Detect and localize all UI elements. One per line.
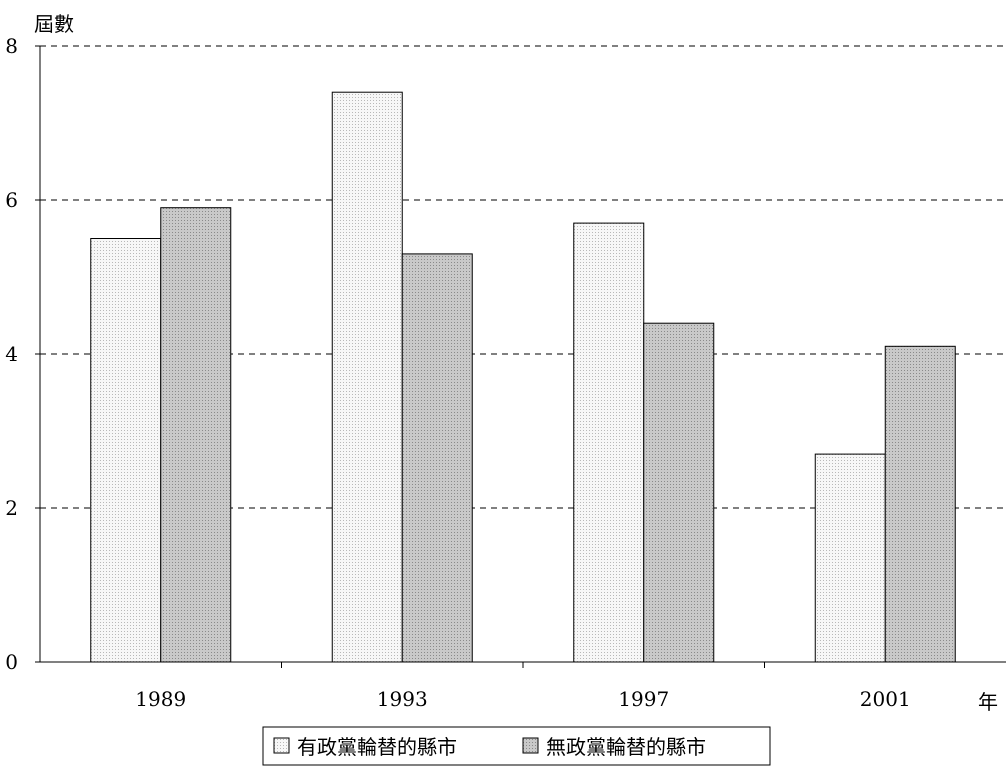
y-axis-title: 屆數 <box>34 12 74 36</box>
bar-1997-series-1 <box>573 222 645 663</box>
bar-1997-series-2 <box>643 322 715 663</box>
x-tick-labels: 1989 1993 1997 2001 <box>135 687 910 711</box>
x-axis-title: 年 <box>978 690 998 714</box>
legend-label-series-2: 無政黨輪替的縣市 <box>546 735 706 759</box>
y-tick-label: 0 <box>5 650 18 674</box>
legend-swatch-series-1 <box>273 737 290 754</box>
x-tick-label: 1997 <box>618 687 669 711</box>
x-tick-label: 2001 <box>860 687 911 711</box>
legend-box <box>262 726 771 766</box>
y-tick-label: 4 <box>5 342 18 366</box>
y-tick-labels: 0 2 4 6 8 <box>5 34 18 674</box>
y-tick-label: 2 <box>5 496 18 520</box>
legend-swatch-series-2 <box>522 737 539 754</box>
bar-2001-series-2 <box>884 345 956 663</box>
y-tick-label: 8 <box>5 34 18 58</box>
y-tick-label: 6 <box>5 188 18 212</box>
bar-1993-series-2 <box>401 253 473 663</box>
legend-label-series-1: 有政黨輪替的縣市 <box>297 735 457 759</box>
legend: 有政黨輪替的縣市 無政黨輪替的縣市 <box>262 726 771 766</box>
axes <box>35 45 1006 668</box>
bars <box>90 91 956 663</box>
bar-1993-series-1 <box>331 91 403 663</box>
x-tick-label: 1989 <box>135 687 186 711</box>
bar-1989-series-1 <box>90 238 162 663</box>
bar-2001-series-1 <box>814 453 886 663</box>
bar-1989-series-2 <box>160 207 232 663</box>
x-tick-label: 1993 <box>377 687 428 711</box>
